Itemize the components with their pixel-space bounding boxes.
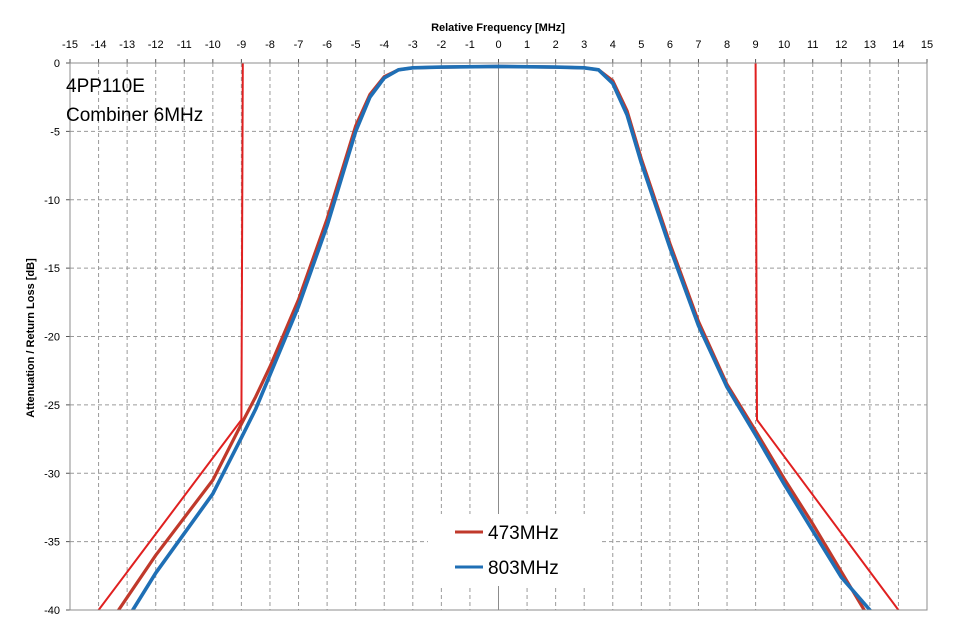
limit-mask-left-line [97,63,244,610]
x-tick-label: -2 [436,39,446,51]
axes: -15 -14 -13 -12 -11 -10 -9 -8 -7 -6 -5 -4 -3 -2 -1 0 1 2 3… [44,39,933,617]
limit-mask-right-line [754,63,900,610]
x-tick-label: -1 [465,39,475,51]
x-tick-label: -12 [148,39,164,51]
x-tick-label: 0 [495,39,501,51]
series-layer [97,63,900,610]
x-tick-label: 2 [553,39,559,51]
x-tick-label: 4 [610,39,616,51]
legend-label-473: 473MHz [488,523,559,544]
x-tick-label: 15 [921,39,933,51]
x-tick-label: -9 [237,39,247,51]
y-tick-label: -35 [44,537,60,549]
legend: 473MHz 803MHz [428,514,600,586]
x-tick-label: 7 [695,39,701,51]
x-tick-label: -11 [177,39,192,51]
x-tick-label: -6 [322,39,332,51]
x-tick-label: 3 [581,39,587,51]
x-tick-label: 12 [835,39,847,51]
y-tick-label: -40 [44,605,60,617]
y-tick-label: -20 [44,332,60,344]
x-tick-label: -7 [294,39,304,51]
x-tick-label: -15 [62,39,78,51]
legend-box [428,514,600,586]
x-tick-label: 5 [638,39,644,51]
y-tick-label: -30 [44,468,60,480]
x-tick-label: 13 [864,39,876,51]
x-tick-label: -8 [265,39,275,51]
x-tick-label: -14 [91,39,107,51]
x-axis-title: Relative Frequency [MHz] [431,22,565,34]
x-tick-label: 8 [724,39,730,51]
legend-label-803: 803MHz [488,558,559,579]
y-tick-label: -5 [50,126,60,138]
x-tick-label: 11 [807,39,818,51]
x-tick-label: 9 [753,39,759,51]
y-tick-label: -10 [44,195,60,207]
annotation-combiner: Combiner 6MHz [66,105,203,126]
x-tick-label: 6 [667,39,673,51]
x-tick-label: -3 [408,39,418,51]
x-tick-label: 10 [778,39,790,51]
y-tick-label: -25 [44,400,60,412]
x-tick-label: 14 [892,39,904,51]
x-tick-label: -13 [119,39,135,51]
annotation-model: 4PP110E [66,76,145,97]
y-tick-label: -15 [44,263,60,275]
x-tick-label: 1 [524,39,530,51]
series-803mhz-line [131,64,872,610]
x-tick-label: -5 [351,39,361,51]
x-tick-label: -10 [205,39,221,51]
y-axis-title: Attenuation / Return Loss [dB] [25,258,37,418]
y-tick-label: 0 [54,58,60,70]
plot-area-border [69,62,928,611]
x-tick-label: -4 [379,39,389,51]
